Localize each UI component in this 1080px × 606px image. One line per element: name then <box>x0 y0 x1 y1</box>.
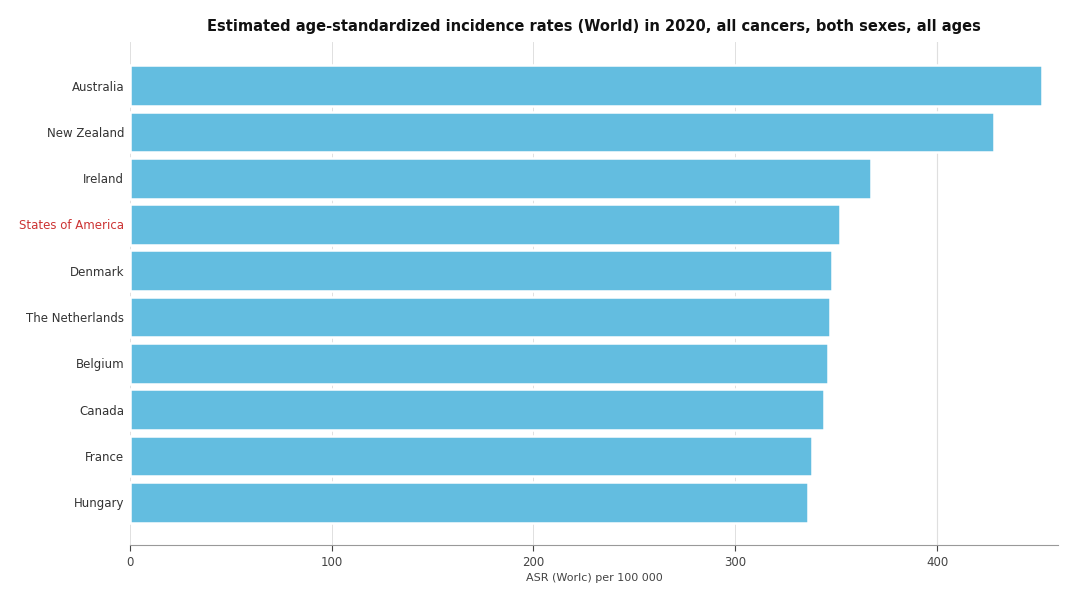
Bar <box>130 204 840 245</box>
Title: Estimated age-standardized incidence rates (World) in 2020, all cancers, both se: Estimated age-standardized incidence rat… <box>207 19 981 35</box>
Bar <box>130 158 870 199</box>
Bar <box>130 112 994 152</box>
Bar <box>130 436 812 476</box>
Bar <box>130 389 824 430</box>
Bar <box>130 343 828 384</box>
X-axis label: ASR (Worlc) per 100 000: ASR (Worlc) per 100 000 <box>526 573 662 583</box>
Bar <box>130 65 1042 106</box>
Bar <box>130 482 808 522</box>
Bar <box>130 250 833 291</box>
Bar <box>130 297 831 338</box>
